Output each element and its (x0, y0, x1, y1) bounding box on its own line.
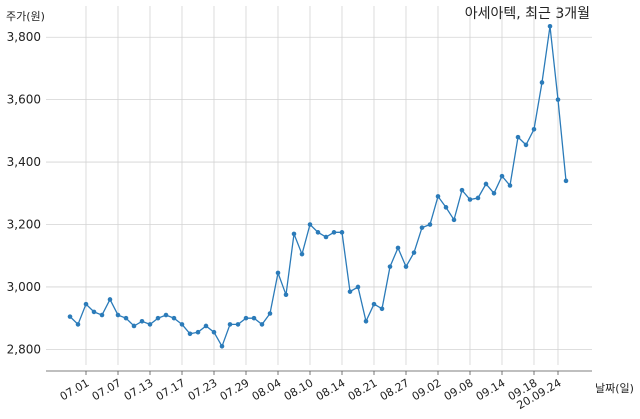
data-point (219, 343, 225, 349)
x-tick-label: 08.10 (282, 376, 316, 403)
data-point (435, 194, 441, 199)
y-tick-labels: 2,800 3,000 3,200 3,400 3,600 3,800 (7, 30, 41, 356)
x-tick-label: 07.01 (58, 376, 92, 403)
data-point (523, 142, 529, 148)
data-point (75, 322, 81, 327)
x-tick-label: 07.29 (218, 376, 252, 403)
axis-layer (46, 370, 592, 375)
grid-layer (46, 6, 592, 365)
x-tick-label: 07.07 (90, 376, 124, 403)
data-point (267, 311, 273, 316)
y-tick-label: 3,600 (7, 93, 41, 107)
data-point (243, 315, 249, 321)
data-point (515, 134, 521, 140)
x-tick-label: 09.08 (442, 376, 476, 403)
data-point (227, 322, 233, 327)
data-point (411, 250, 417, 255)
data-point (155, 315, 161, 321)
data-point (499, 173, 505, 179)
data-point (459, 187, 465, 193)
data-point (483, 181, 489, 187)
data-point (339, 230, 345, 235)
data-point (443, 205, 449, 210)
x-tick-label: 07.23 (186, 376, 220, 403)
data-point (307, 222, 313, 227)
data-point (283, 292, 289, 298)
data-point (179, 322, 185, 327)
x-tick-label: 08.27 (378, 376, 412, 403)
data-point (163, 312, 169, 318)
data-point (115, 312, 121, 318)
y-tick-label: 3,000 (7, 280, 41, 294)
data-point (563, 178, 569, 184)
data-point (451, 217, 457, 223)
data-point (203, 323, 209, 329)
data-point (419, 225, 425, 230)
data-point (395, 245, 401, 251)
data-point (171, 315, 177, 321)
data-point (99, 312, 105, 318)
data-point (67, 314, 73, 319)
data-point (83, 301, 89, 307)
data-point (427, 222, 433, 227)
data-point (323, 234, 329, 240)
data-point (299, 251, 305, 257)
data-point (467, 197, 473, 202)
x-tick-label: 07.13 (122, 376, 156, 403)
y-tick-label: 3,200 (7, 218, 41, 232)
data-point (379, 306, 385, 312)
data-point (531, 127, 537, 132)
data-point (315, 230, 321, 235)
x-tick-label: 07.17 (154, 376, 188, 403)
series-line (69, 26, 567, 348)
data-point (347, 289, 353, 294)
data-point (131, 323, 137, 329)
data-point (107, 297, 113, 302)
data-point (387, 264, 393, 269)
data-point (291, 231, 297, 237)
data-point (491, 191, 497, 196)
x-tick-labels: 07.0107.0707.1307.1707.2307.2908.0408.10… (58, 376, 564, 412)
data-point (123, 315, 129, 321)
y-tick-label: 3,400 (7, 155, 41, 169)
data-point (363, 318, 369, 324)
data-point (403, 264, 409, 269)
data-point (539, 80, 545, 85)
data-point (251, 315, 257, 321)
data-point (195, 329, 201, 335)
x-tick-label: 08.04 (250, 376, 284, 403)
data-point (259, 322, 265, 327)
data-point (147, 322, 153, 327)
data-point (139, 318, 145, 324)
data-point (371, 301, 377, 307)
data-point (355, 284, 361, 290)
x-tick-label: 09.02 (410, 376, 444, 403)
data-point (187, 331, 193, 337)
data-point (91, 309, 97, 315)
y-axis-label: 주가(원) (6, 10, 45, 23)
x-tick-label: 08.21 (346, 376, 380, 403)
x-axis-label: 날짜(일) (595, 381, 634, 395)
x-tick-label: 09.14 (474, 376, 508, 403)
chart-title: 아세아텍, 최근 3개월 (465, 6, 590, 22)
data-point (507, 183, 513, 188)
data-point (275, 270, 281, 276)
data-point (331, 230, 337, 235)
data-point (235, 322, 241, 327)
x-tick-label: 08.14 (314, 376, 348, 403)
y-tick-label: 2,800 (7, 342, 41, 356)
series-layer (67, 23, 569, 349)
y-tick-label: 3,800 (7, 30, 41, 44)
data-point (475, 195, 481, 201)
data-point (547, 23, 553, 29)
data-point (211, 329, 217, 335)
data-point (555, 97, 561, 102)
